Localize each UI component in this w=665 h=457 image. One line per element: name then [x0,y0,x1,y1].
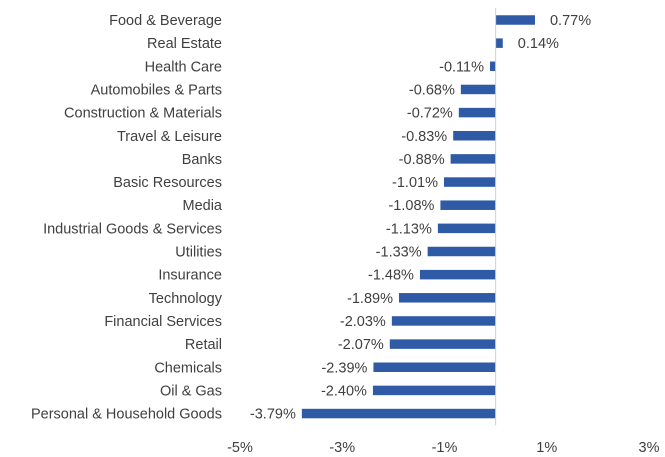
category-label: Real Estate [147,36,222,52]
bar [440,200,496,210]
category-label: Media [183,198,223,214]
bar [389,339,496,349]
bar [301,408,496,419]
data-label: -1.13% [386,221,432,237]
data-label: -0.88% [399,152,445,168]
category-label: Chemicals [154,360,222,376]
bar [419,269,496,280]
x-tick-label: 3% [639,440,660,456]
data-label: -3.79% [250,407,296,423]
data-label: -1.08% [388,198,434,214]
x-tick-label: -1% [432,440,458,456]
bar [372,385,496,396]
bar [450,154,496,164]
data-label: -2.07% [338,337,384,353]
category-label: Personal & Household Goods [31,407,222,423]
category-label: Travel & Leisure [117,129,222,145]
category-label: Food & Beverage [109,13,222,29]
bar [427,246,496,257]
data-label: -0.68% [409,82,455,98]
category-label: Insurance [158,268,222,284]
bar [398,293,496,303]
bar [373,362,496,372]
bar [453,131,496,141]
data-label: -1.01% [392,175,438,191]
bar [460,84,496,95]
bar [490,61,496,72]
category-label: Retail [185,337,222,353]
data-label: 0.77% [550,13,591,29]
data-label: -2.39% [321,360,367,376]
category-label: Banks [182,152,222,168]
data-label: -1.48% [368,268,414,284]
bar [495,15,535,25]
data-label: -1.33% [376,245,422,261]
category-label: Utilities [175,245,222,261]
category-labels: Food & Beverage Real Estate Health Care Aut… [31,13,223,423]
category-label: Financial Services [104,314,222,330]
category-label: Construction & Materials [64,106,222,122]
data-label: -0.11% [439,59,484,75]
category-label: Oil & Gas [160,383,222,399]
bars-group [301,15,535,419]
category-label: Automobiles & Parts [91,82,222,98]
x-tick-label: -3% [329,440,355,456]
data-label: -1.89% [347,291,393,307]
bar [495,38,503,48]
x-tick-label: 1% [536,440,557,456]
bar [458,107,496,118]
category-label: Basic Resources [113,175,222,191]
x-axis-tick-labels: -5% -3% -1% 1% 3% [227,440,659,456]
bar [437,223,496,234]
data-label: -2.40% [321,383,367,399]
data-label: 0.14% [518,36,559,52]
category-label: Health Care [145,59,222,75]
category-label: Industrial Goods & Services [43,221,222,237]
data-label: -0.83% [401,129,447,145]
data-label: -0.72% [407,106,453,122]
x-tick-label: -5% [227,440,253,456]
data-label: -2.03% [340,314,386,330]
value-labels: 0.77% 0.14% -0.11% -0.68% -0.72% -0.83% -0.88%… [250,13,591,423]
bar [391,316,496,326]
category-label: Technology [149,291,223,307]
bar [443,177,496,187]
